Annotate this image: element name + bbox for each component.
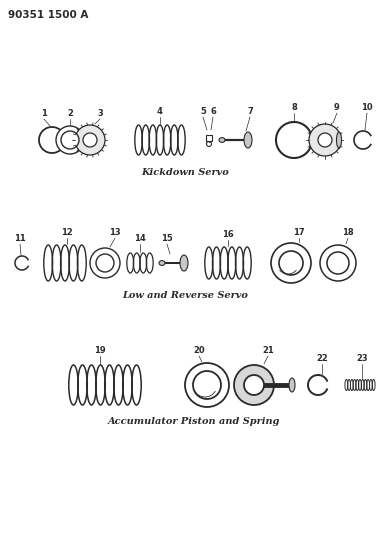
Text: 2: 2 — [67, 109, 73, 118]
Text: 17: 17 — [293, 228, 305, 237]
Text: 23: 23 — [356, 354, 368, 363]
Text: Kickdown Servo: Kickdown Servo — [141, 168, 229, 177]
Circle shape — [193, 371, 221, 399]
Circle shape — [90, 248, 120, 278]
Circle shape — [279, 251, 303, 275]
Text: 10: 10 — [361, 103, 373, 112]
Circle shape — [320, 245, 356, 281]
Circle shape — [185, 363, 229, 407]
Text: 11: 11 — [14, 234, 26, 243]
Circle shape — [75, 125, 105, 155]
Bar — [206, 135, 212, 141]
Circle shape — [96, 254, 114, 272]
Text: 90351 1500 A: 90351 1500 A — [8, 10, 88, 20]
Text: 8: 8 — [291, 103, 297, 112]
Circle shape — [271, 243, 311, 283]
Ellipse shape — [219, 138, 225, 142]
Ellipse shape — [180, 255, 188, 271]
Circle shape — [234, 365, 274, 405]
Text: 9: 9 — [334, 103, 340, 112]
Text: 20: 20 — [193, 346, 205, 355]
Bar — [325, 132, 339, 148]
Circle shape — [56, 126, 84, 154]
Text: 21: 21 — [262, 346, 274, 355]
Text: Low and Reverse Servo: Low and Reverse Servo — [122, 291, 248, 300]
Text: 12: 12 — [61, 228, 73, 237]
Text: 22: 22 — [316, 354, 328, 363]
Text: 18: 18 — [342, 228, 354, 237]
Text: 6: 6 — [210, 107, 216, 116]
Text: 19: 19 — [94, 346, 106, 355]
Text: 14: 14 — [134, 234, 146, 243]
Text: 7: 7 — [247, 107, 253, 116]
Ellipse shape — [244, 132, 252, 148]
Circle shape — [61, 131, 79, 149]
Text: Accumulator Piston and Spring: Accumulator Piston and Spring — [108, 417, 280, 426]
Text: 1: 1 — [41, 109, 47, 118]
Text: 16: 16 — [222, 230, 234, 239]
Text: 15: 15 — [161, 234, 173, 243]
Ellipse shape — [336, 132, 342, 148]
Circle shape — [318, 133, 332, 147]
Text: 4: 4 — [157, 107, 163, 116]
Text: 3: 3 — [97, 109, 103, 118]
Ellipse shape — [289, 378, 295, 392]
Circle shape — [309, 124, 341, 156]
Circle shape — [244, 375, 264, 395]
Ellipse shape — [159, 261, 165, 265]
Circle shape — [83, 133, 97, 147]
Text: 13: 13 — [109, 228, 121, 237]
Text: 5: 5 — [200, 107, 206, 116]
Circle shape — [327, 252, 349, 274]
